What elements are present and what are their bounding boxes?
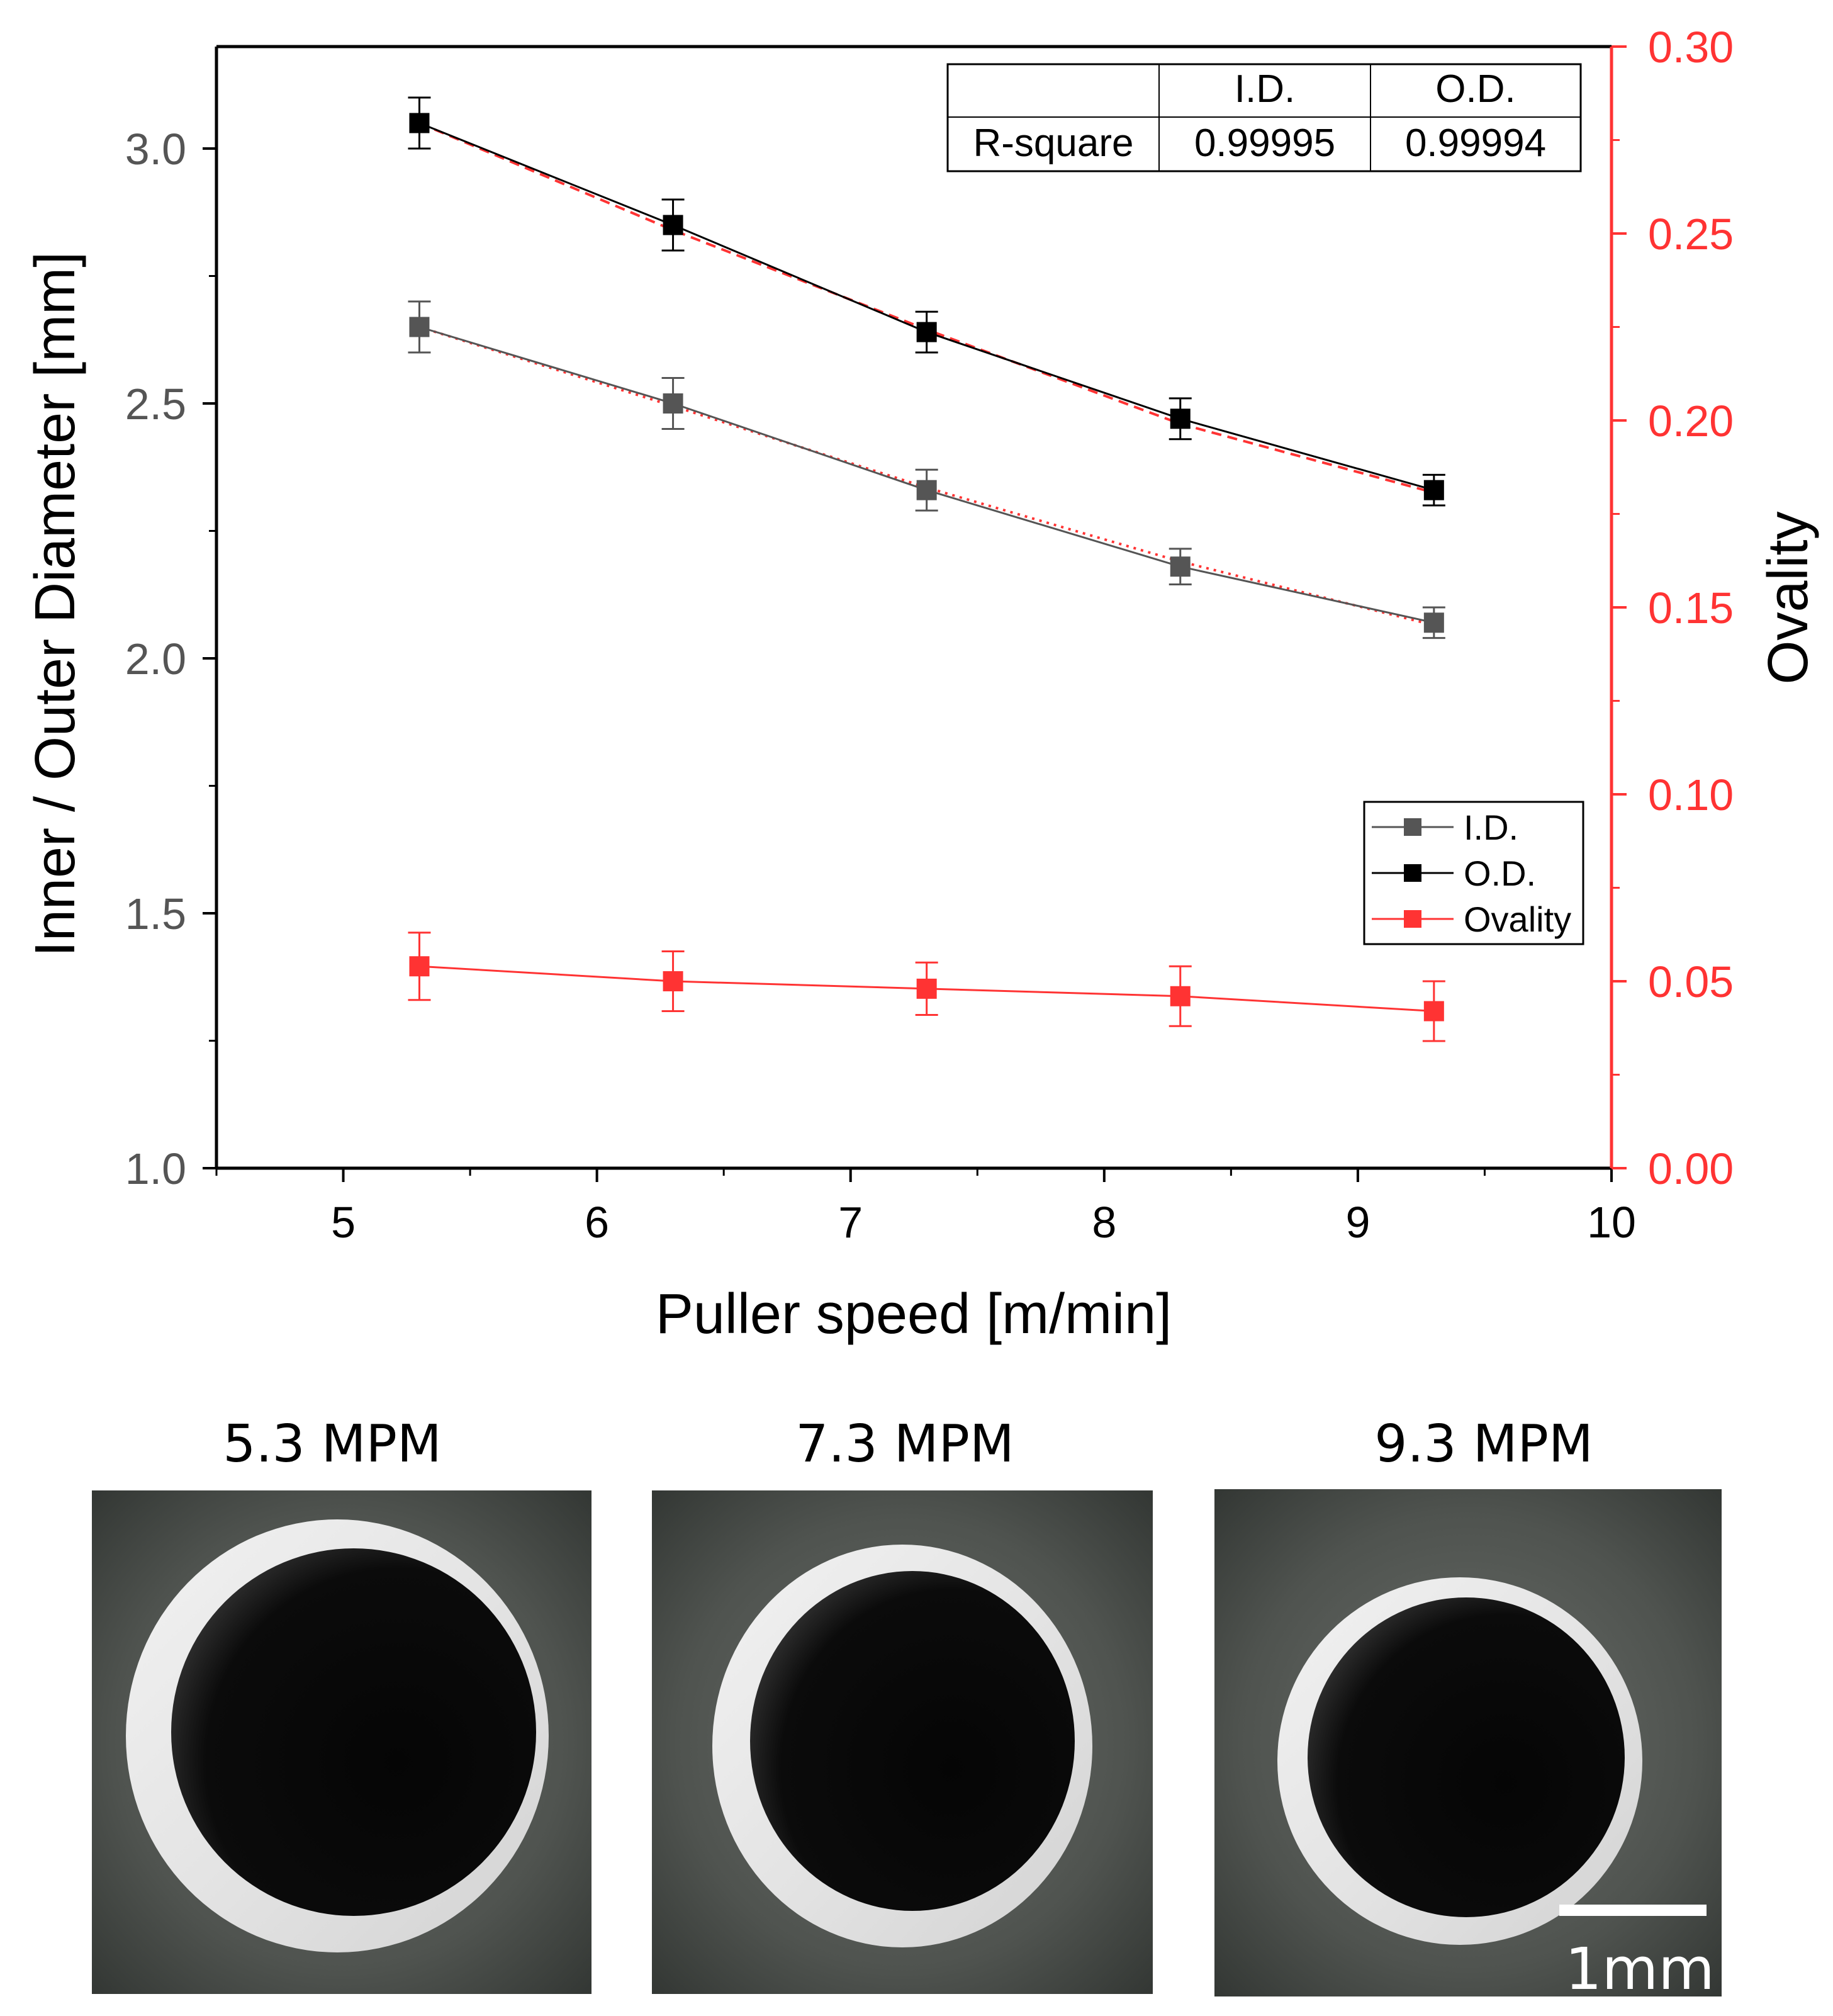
y-tick-label: 1.0 xyxy=(125,1144,186,1193)
x-tick-label: 9 xyxy=(1345,1198,1370,1247)
data-point xyxy=(409,317,430,337)
photo-label-7-3: 7.3 MPM xyxy=(795,1414,1014,1474)
data-point xyxy=(1423,1001,1444,1022)
legend-entry-id: I.D. xyxy=(1372,808,1518,847)
y2-axis-title: Ovality xyxy=(1757,511,1820,684)
cross-section-photos: 5.3 MPM 7.3 MPM 9.3 MPM 1mm xyxy=(92,1414,1722,2003)
y-tick-label: 1.5 xyxy=(125,889,186,938)
y2-tick-label: 0.15 xyxy=(1648,583,1734,633)
series-i-d xyxy=(408,300,1445,639)
series-ovality xyxy=(408,932,1445,1042)
series-line xyxy=(418,122,1435,492)
tube-lumen xyxy=(1308,1597,1625,1917)
data-point xyxy=(1423,480,1444,500)
tube-lumen xyxy=(171,1548,536,1916)
legend-label-ovality: Ovality xyxy=(1464,899,1571,939)
y2-tick-label: 0.05 xyxy=(1648,957,1734,1006)
scale-bar xyxy=(1559,1905,1707,1916)
data-point xyxy=(409,956,430,977)
legend-marker xyxy=(1404,910,1421,928)
r-square-table: I.D. O.D. R-square 0.99995 0.99994 xyxy=(946,63,1582,172)
series-o-d xyxy=(408,96,1445,507)
series xyxy=(408,96,1445,1042)
table-cell-id: 0.99995 xyxy=(1194,121,1335,165)
data-point xyxy=(1170,986,1191,1006)
data-point xyxy=(916,322,937,342)
y2-tick-label: 0.00 xyxy=(1648,1144,1734,1193)
legend-marker xyxy=(1404,818,1421,836)
legend-entry-od: O.D. xyxy=(1372,853,1536,893)
x-tick-label: 7 xyxy=(838,1198,863,1247)
data-point xyxy=(663,393,683,414)
photo-5-3 xyxy=(92,1490,591,1994)
tick-labels: 5 6 7 8 9 10 1.0 1.5 2.0 2.5 3.0 0.00 0.05 0.10 0.15 0.… xyxy=(125,23,1734,1247)
y-tick-label: 2.5 xyxy=(125,380,186,429)
photo-label-9-3: 9.3 MPM xyxy=(1374,1414,1593,1474)
legend-label-od: O.D. xyxy=(1464,853,1536,893)
fit-line-o-d xyxy=(418,121,1435,494)
table-header-id: I.D. xyxy=(1235,67,1295,111)
y2-tick-label: 0.30 xyxy=(1648,23,1734,72)
x-tick-label: 6 xyxy=(585,1198,609,1247)
legend-marker xyxy=(1404,864,1421,882)
tube-lumen xyxy=(750,1571,1075,1911)
fit-lines xyxy=(418,121,1435,627)
photo-9-3: 1mm xyxy=(1214,1489,1722,2003)
data-point xyxy=(663,971,683,991)
table-header-od: O.D. xyxy=(1435,67,1515,111)
data-point xyxy=(916,480,937,500)
legend: I.D. O.D. Ovality xyxy=(1363,801,1584,945)
y-axis-title: Inner / Outer Diameter [mm] xyxy=(24,252,87,957)
x-tick-label: 8 xyxy=(1092,1198,1116,1247)
x-axis-title: Puller speed [m/min] xyxy=(656,1283,1172,1346)
table-row-label: R-square xyxy=(973,121,1134,165)
y-tick-label: 3.0 xyxy=(125,125,186,174)
data-point xyxy=(1170,408,1191,429)
y2-tick-label: 0.25 xyxy=(1648,210,1734,259)
data-point xyxy=(916,978,937,999)
legend-entry-ovality: Ovality xyxy=(1372,899,1571,939)
x-tick-label: 5 xyxy=(331,1198,356,1247)
y2-tick-label: 0.20 xyxy=(1648,397,1734,446)
table-cell-od: 0.99994 xyxy=(1405,121,1546,165)
ticks xyxy=(203,45,1627,1182)
data-point xyxy=(409,113,430,133)
y2-tick-label: 0.10 xyxy=(1648,770,1734,819)
x-tick-label: 10 xyxy=(1587,1198,1636,1247)
photo-7-3 xyxy=(652,1490,1153,1994)
data-point xyxy=(1170,556,1191,577)
legend-label-id: I.D. xyxy=(1464,808,1518,847)
y-tick-label: 2.0 xyxy=(125,634,186,684)
data-point xyxy=(663,215,683,235)
photo-label-5-3: 5.3 MPM xyxy=(223,1414,441,1474)
data-point xyxy=(1423,612,1444,633)
scale-bar-label: 1mm xyxy=(1565,1935,1715,2003)
